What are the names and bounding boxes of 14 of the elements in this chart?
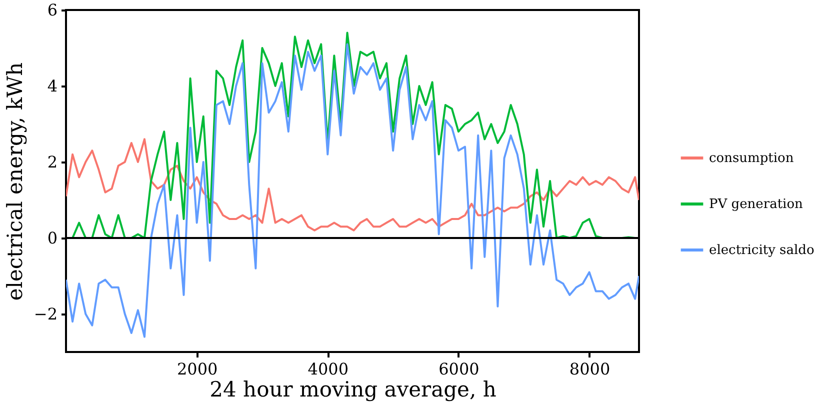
x-tick-label: 8000 — [569, 360, 610, 378]
legend-label: electricity saldo — [709, 243, 814, 258]
y-axis-title: electrical energy, kWh — [2, 62, 27, 301]
y-tick-label: 4 — [47, 76, 58, 96]
x-tick-label: 4000 — [308, 360, 349, 378]
y-tick-label: −2 — [34, 304, 58, 324]
y-tick-label: 6 — [47, 0, 58, 20]
x-tick-label: 2000 — [176, 360, 218, 378]
y-tick-label: 2 — [47, 152, 58, 172]
y-tick-label: 0 — [47, 228, 58, 248]
legend-label: PV generation — [709, 197, 804, 212]
legend-label: consumption — [709, 151, 794, 166]
x-tick-label: 6000 — [438, 360, 480, 378]
x-axis-title: 24 hour moving average, h — [210, 378, 496, 402]
